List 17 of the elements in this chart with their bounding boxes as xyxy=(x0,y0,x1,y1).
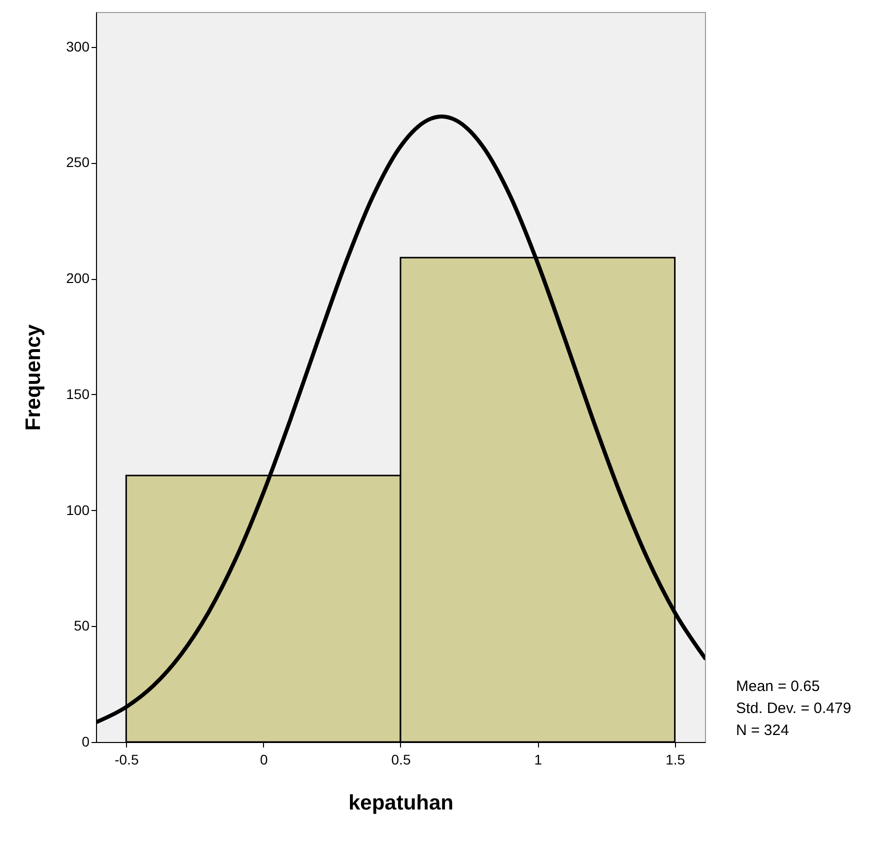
y-tick-label: 50 xyxy=(74,618,90,634)
x-tick-label: -0.5 xyxy=(114,752,139,768)
y-tick-label: 200 xyxy=(66,270,90,286)
y-tick-label: 250 xyxy=(66,154,90,170)
x-axis-title: kepatuhan xyxy=(348,792,454,814)
y-tick-label: 300 xyxy=(66,38,90,54)
x-tick-label: 1 xyxy=(534,752,542,768)
y-axis-title: Frequency xyxy=(22,324,46,431)
x-tick-label: 0.5 xyxy=(391,752,411,768)
text: N = 324 xyxy=(736,721,790,741)
y-tick-label: 0 xyxy=(82,734,90,750)
y-tick-label: 150 xyxy=(66,386,90,402)
x-tick-label: 1.5 xyxy=(666,752,686,768)
x-tick-label: 0 xyxy=(260,752,268,768)
text: Std. Dev. = 0.479 xyxy=(736,699,852,719)
y-tick-label: 100 xyxy=(66,502,90,518)
text: Mean = 0.65 xyxy=(736,677,821,697)
